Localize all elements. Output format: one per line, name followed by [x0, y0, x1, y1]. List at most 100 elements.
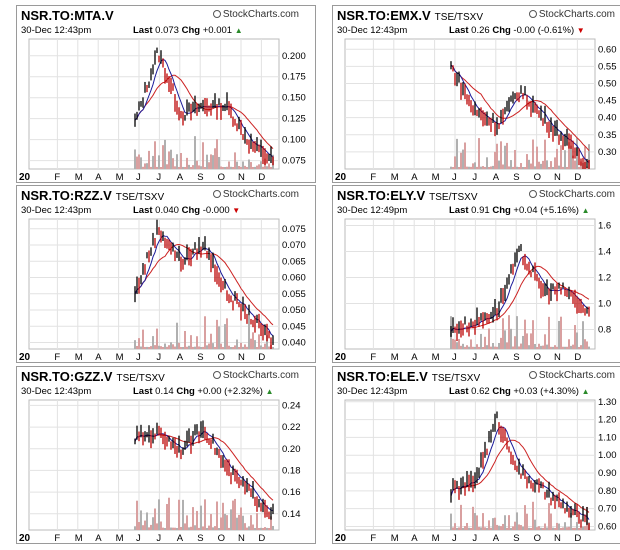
volume-bar: [214, 148, 216, 169]
volume-bar: [268, 346, 270, 349]
volume-bar: [138, 154, 140, 169]
volume-bar: [190, 526, 192, 530]
moving-average-long: [134, 243, 274, 326]
volume-bar: [146, 346, 148, 349]
volume-bar: [572, 155, 574, 169]
volume-bar: [486, 157, 488, 169]
volume-bar: [510, 328, 512, 349]
volume-bar: [462, 149, 464, 169]
volume-bar: [194, 346, 196, 349]
y-tick-label: 0.16: [282, 487, 301, 498]
volume-bar: [534, 519, 536, 530]
volume-bar: [158, 155, 160, 169]
y-tick-label: 1.6: [598, 221, 611, 232]
chart-title: NSR.TO:MTA.V: [21, 8, 114, 23]
price-chart: 1.30 1.20 1.10 1.00 0.90 0.80 0.70 0.60 F M A M J J A S…: [335, 397, 617, 544]
chart-panel[interactable]: NSR.TO:ELE.V TSE/TSXV StockCharts.com 30-De…: [332, 366, 620, 544]
volume-bar: [164, 528, 166, 530]
y-tick-label: 0.55: [598, 61, 617, 72]
volume-bar: [240, 507, 242, 530]
volume-bar: [244, 165, 246, 169]
volume-bar: [506, 527, 508, 530]
quote-row: 30-Dec 12:43pm Last 0.073 Chg +0.001 ▲: [21, 25, 243, 36]
volume-bar: [170, 149, 172, 169]
stockcharts-logo-icon: [212, 371, 221, 379]
volume-bar: [560, 145, 562, 169]
month-label: O: [218, 352, 225, 363]
volume-bar: [184, 166, 186, 169]
volume-bar: [486, 345, 488, 349]
volume-bar: [224, 166, 226, 169]
volume-bar: [490, 166, 492, 169]
volume-bar: [228, 527, 230, 530]
month-label: A: [95, 352, 102, 363]
chart-panel[interactable]: NSR.TO:RZZ.V TSE/TSXV StockCharts.com 30-De…: [16, 185, 316, 363]
volume-bar: [212, 343, 214, 349]
volume-bar: [184, 330, 186, 349]
chg-caption: Chg: [492, 205, 511, 216]
volume-bar: [188, 164, 190, 169]
volume-bar: [518, 346, 520, 349]
volume-bar: [526, 154, 528, 169]
volume-bars: [134, 315, 274, 349]
volume-bar: [496, 524, 498, 530]
volume-bar: [506, 342, 508, 349]
volume-bar: [578, 166, 580, 169]
volume-bar: [558, 523, 560, 530]
volume-bar: [510, 160, 512, 169]
volume-bar: [530, 163, 532, 169]
volume-bar: [564, 150, 566, 169]
volume-bar: [166, 504, 168, 530]
volume-bar: [488, 520, 490, 530]
volume-bar: [544, 523, 546, 530]
chg-caption: Chg: [492, 25, 511, 36]
chart-panel[interactable]: NSR.TO:EMX.V TSE/TSXV StockCharts.com 30-De…: [332, 5, 620, 183]
volume-bar: [216, 501, 218, 530]
volume-bar: [244, 344, 246, 349]
volume-bar: [222, 166, 224, 169]
volume-bar: [246, 527, 248, 530]
stockcharts-logo-icon: [212, 10, 221, 18]
volume-bar: [252, 332, 254, 349]
volume-bar: [514, 521, 516, 530]
volume-bar: [466, 345, 468, 349]
volume-bar: [142, 166, 144, 169]
volume-bar: [542, 160, 544, 169]
volume-bar: [230, 166, 232, 169]
volume-bar: [536, 346, 538, 349]
volume-bar: [524, 167, 526, 169]
price-bars: [134, 219, 274, 349]
volume-bar: [540, 163, 542, 169]
volume-bar: [164, 139, 166, 169]
volume-bar: [222, 347, 224, 349]
month-label: J: [452, 352, 457, 363]
volume-bar: [148, 150, 150, 169]
month-label: A: [95, 533, 102, 544]
y-tick-label: 0.200: [282, 51, 306, 62]
month-label: N: [238, 533, 245, 544]
chart-panel[interactable]: NSR.TO:GZZ.V TSE/TSXV StockCharts.com 30-De…: [16, 366, 316, 544]
y-tick-label: 0.60: [598, 521, 617, 532]
chart-panel[interactable]: NSR.TO:MTA.V StockCharts.com 30-Dec 12:43p…: [16, 5, 316, 183]
price-chart: 0.60 0.55 0.50 0.45 0.40 0.35 0.30 F M A M J J A S O N D 2…: [335, 38, 617, 182]
volume-bar: [496, 346, 498, 349]
volume-bar: [462, 343, 464, 349]
volume-bar: [162, 527, 164, 530]
chg-caption: Chg: [176, 386, 195, 397]
volume-bar: [574, 325, 576, 349]
volume-bar: [216, 319, 218, 349]
volume-bar: [456, 342, 458, 349]
chart-panel[interactable]: NSR.TO:ELY.V TSE/TSXV StockCharts.com 30-De…: [332, 185, 620, 363]
volume-bar: [472, 346, 474, 349]
volume-bar: [194, 525, 196, 530]
volume-bar: [264, 527, 266, 530]
volume-bar: [494, 517, 496, 530]
month-label: F: [54, 533, 60, 544]
volume-bar: [482, 346, 484, 349]
volume-bar: [216, 139, 218, 169]
volume-bar: [574, 160, 576, 169]
volume-bar: [532, 320, 534, 349]
volume-bar: [264, 343, 266, 349]
month-label: J: [472, 533, 477, 544]
volume-bar: [218, 156, 220, 169]
